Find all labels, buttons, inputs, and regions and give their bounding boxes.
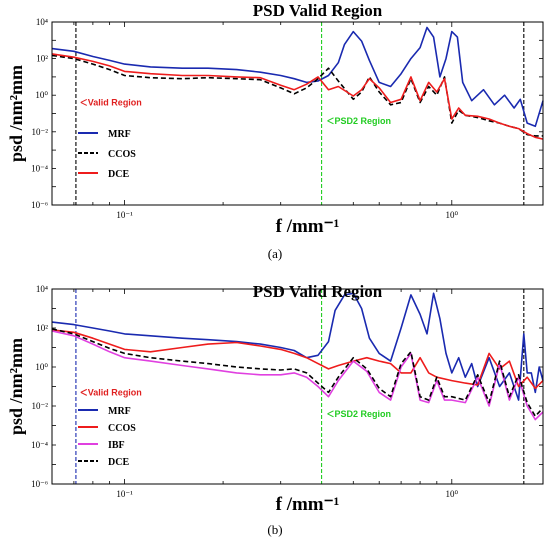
- series-line-mrf: [51, 292, 544, 401]
- y-tick-label: 10⁰: [35, 362, 48, 372]
- y-axis-label: psd /nm²mm: [6, 65, 26, 162]
- series-line-dce: [51, 328, 544, 417]
- y-tick-label: 10⁻⁶: [31, 479, 48, 489]
- y-tick-label: 10²: [36, 54, 48, 64]
- psd2-region-label: PSD2 Region: [335, 116, 392, 126]
- series-line-ccos: [51, 329, 544, 390]
- y-tick-label: 10⁴: [36, 17, 48, 27]
- y-axis-label: psd /nm²mm: [6, 338, 26, 435]
- valid-region-label: Valid Region: [88, 387, 142, 397]
- x-tick-label: 10⁰: [445, 489, 458, 499]
- annotation-arrow: [80, 102, 88, 106]
- annotation-arrow: [80, 391, 88, 396]
- annotation-arrow: [327, 413, 334, 418]
- chart-panel-b: 10⁻¹ 10⁰ 10⁻⁶ 10⁻⁴ 10⁻² 10⁰ 10² 10⁴ PSD Valid Re…: [6, 282, 544, 537]
- y-tick-label: 10⁻⁶: [31, 200, 48, 210]
- valid-region-label: Valid Region: [88, 97, 142, 107]
- chart-title: PSD Valid Region: [253, 282, 383, 301]
- psd2-region-label: PSD2 Region: [335, 409, 392, 419]
- x-tick-label: 10⁰: [445, 210, 458, 220]
- legend-label-ccos: CCOS: [108, 423, 136, 434]
- y-tick-label: 10²: [36, 323, 48, 333]
- legend-label-mrf: MRF: [108, 129, 131, 140]
- plot-frame: [51, 288, 544, 485]
- annotation-arrow: [80, 388, 88, 393]
- x-tick-label: 10⁻¹: [116, 489, 133, 499]
- y-tick-label: 10⁻²: [32, 401, 49, 411]
- panel-caption: (b): [267, 522, 282, 537]
- series-line-ccos: [51, 54, 543, 137]
- annotation-arrow: [327, 117, 334, 122]
- annotation-arrow: [80, 99, 88, 103]
- y-tick-label: 10⁻²: [32, 127, 49, 137]
- x-axis-label: f /mm⁻¹: [276, 494, 340, 515]
- legend-label-dce: DCE: [108, 457, 129, 468]
- chart-panel-a: 10⁻¹ 10⁰ 10⁻⁶ 10⁻⁴ 10⁻² 10⁰ 10² 10⁴ PSD Valid Re…: [6, 1, 544, 261]
- legend-label-ccos: CCOS: [108, 149, 136, 160]
- legend-label-dce: DCE: [108, 169, 129, 180]
- legend-label-ibf: IBF: [108, 440, 125, 451]
- y-tick-label: 10⁻⁴: [31, 163, 48, 173]
- plot-frame: [51, 21, 544, 206]
- series-line-dce: [51, 53, 544, 140]
- series-line-mrf: [51, 26, 544, 128]
- panel-caption: (a): [268, 246, 282, 261]
- series-line-ibf: [51, 330, 544, 421]
- annotation-arrow: [327, 410, 334, 415]
- x-axis-label: f /mm⁻¹: [276, 216, 340, 237]
- x-tick-label: 10⁻¹: [116, 210, 133, 220]
- y-tick-label: 10⁴: [36, 284, 48, 294]
- chart-title: PSD Valid Region: [253, 1, 383, 20]
- y-tick-label: 10⁻⁴: [31, 440, 48, 450]
- annotation-arrow: [327, 120, 334, 125]
- legend-label-mrf: MRF: [108, 406, 131, 417]
- y-tick-label: 10⁰: [35, 90, 48, 100]
